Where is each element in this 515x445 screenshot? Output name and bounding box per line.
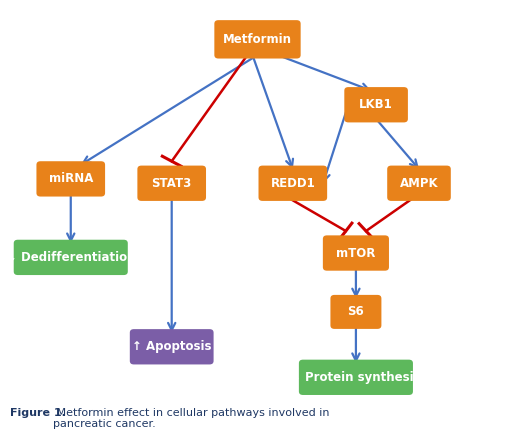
Text: ↑ Apoptosis: ↑ Apoptosis: [132, 340, 212, 353]
Text: Metformin effect in cellular pathways involved in
pancreatic cancer.: Metformin effect in cellular pathways in…: [53, 408, 330, 429]
FancyBboxPatch shape: [323, 235, 389, 271]
Text: mTOR: mTOR: [336, 247, 375, 259]
FancyBboxPatch shape: [14, 240, 128, 275]
Text: ↓ Dedifferentiation: ↓ Dedifferentiation: [7, 251, 135, 264]
FancyBboxPatch shape: [130, 329, 214, 364]
FancyBboxPatch shape: [138, 166, 206, 201]
Text: S6: S6: [348, 305, 364, 319]
FancyBboxPatch shape: [259, 166, 327, 201]
FancyBboxPatch shape: [299, 360, 413, 395]
FancyBboxPatch shape: [37, 161, 105, 197]
FancyBboxPatch shape: [214, 20, 301, 59]
Text: ↓ Protein synthesis: ↓ Protein synthesis: [291, 371, 421, 384]
FancyBboxPatch shape: [331, 295, 382, 329]
Text: AMPK: AMPK: [400, 177, 438, 190]
Text: STAT3: STAT3: [151, 177, 192, 190]
Text: Metformin: Metformin: [223, 33, 292, 46]
Text: miRNA: miRNA: [48, 172, 93, 186]
Text: LKB1: LKB1: [359, 98, 393, 111]
Text: Figure 1.: Figure 1.: [10, 408, 66, 418]
Text: REDD1: REDD1: [270, 177, 315, 190]
FancyBboxPatch shape: [345, 87, 408, 122]
FancyBboxPatch shape: [387, 166, 451, 201]
